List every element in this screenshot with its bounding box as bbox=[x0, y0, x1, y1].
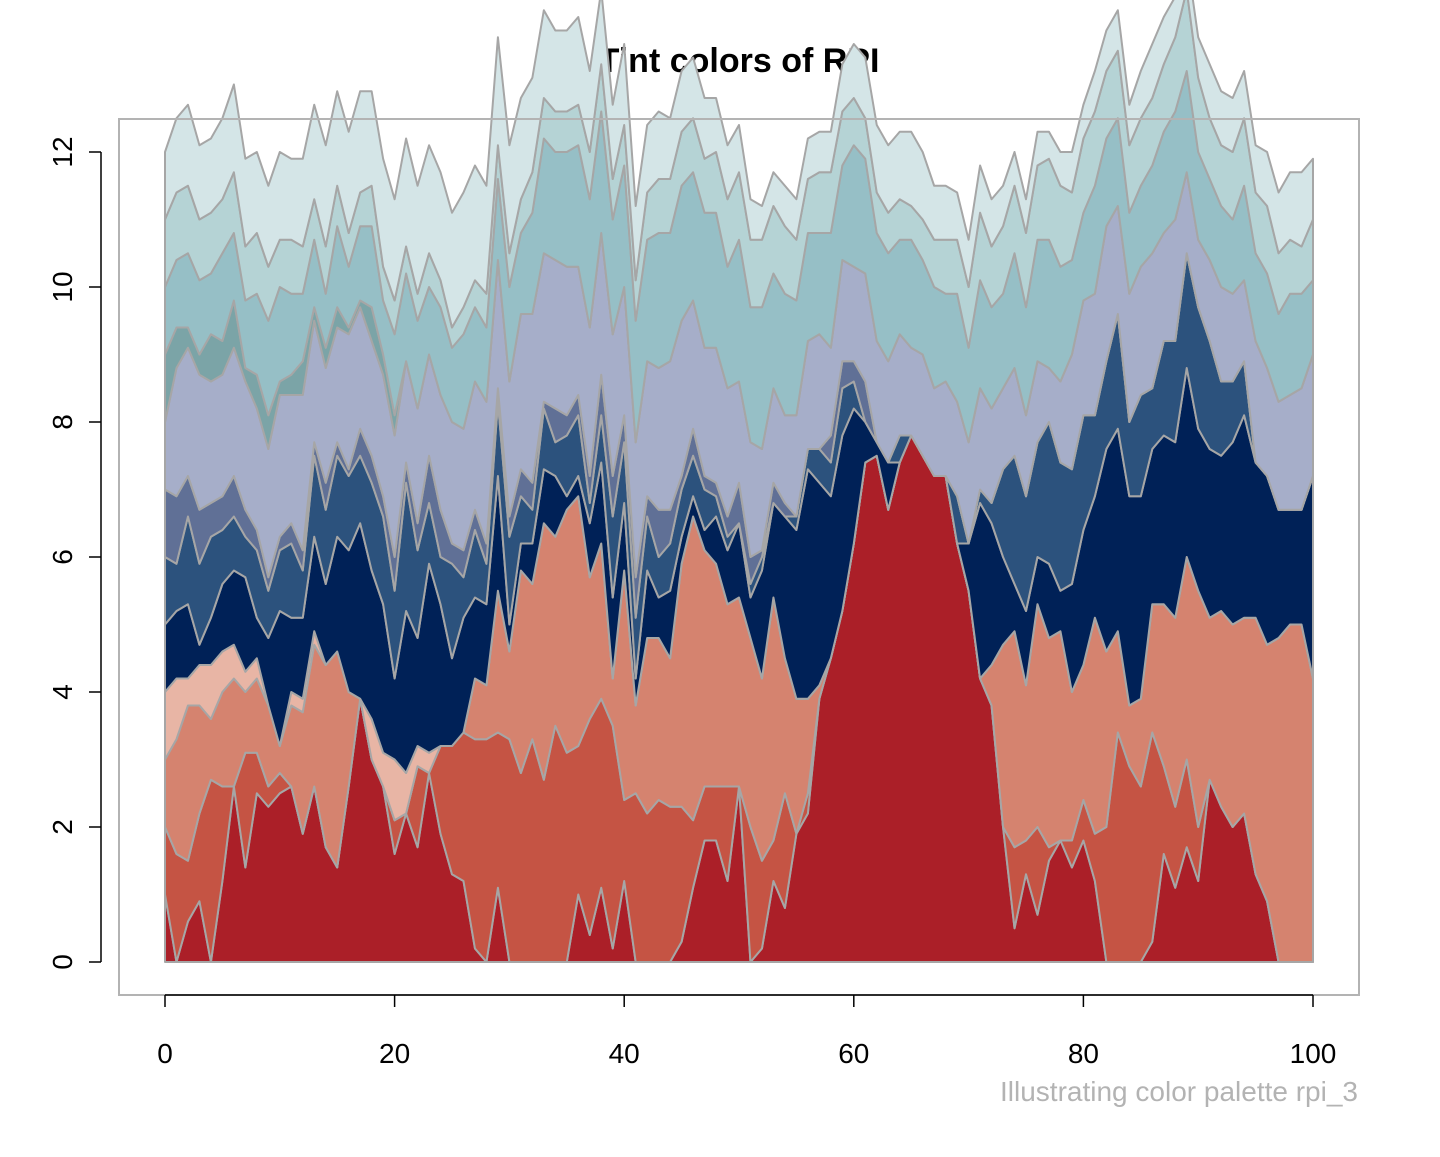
y-tick-label: 4 bbox=[47, 684, 78, 700]
x-tick-label: 80 bbox=[1068, 1038, 1099, 1069]
stacked-areas bbox=[164, 0, 1314, 963]
x-tick-label: 100 bbox=[1290, 1038, 1337, 1069]
x-tick-label: 60 bbox=[838, 1038, 869, 1069]
y-tick-label: 2 bbox=[47, 819, 78, 835]
y-tick-label: 6 bbox=[47, 549, 78, 565]
y-tick-label: 0 bbox=[47, 954, 78, 970]
chart-caption: Illustrating color palette rpi_3 bbox=[1000, 1076, 1358, 1107]
y-tick-label: 12 bbox=[47, 136, 78, 167]
chart-title: Tint colors of RPI bbox=[599, 42, 880, 80]
area-series-12 bbox=[164, 0, 1314, 329]
y-tick-label: 8 bbox=[47, 414, 78, 430]
x-tick-label: 20 bbox=[379, 1038, 410, 1069]
x-axis: 0 20 40 60 80 100 bbox=[157, 994, 1337, 1069]
x-tick-label: 0 bbox=[157, 1038, 173, 1069]
y-tick-label: 10 bbox=[47, 271, 78, 302]
x-tick-label: 40 bbox=[609, 1038, 640, 1069]
y-axis: 0 2 4 6 8 10 12 bbox=[47, 136, 102, 970]
